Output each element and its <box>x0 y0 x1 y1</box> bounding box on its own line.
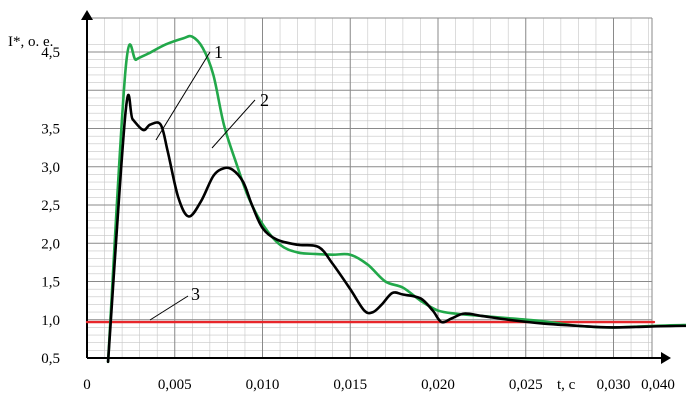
curve-label-2: 2 <box>260 90 269 110</box>
axes <box>81 10 671 364</box>
x-tick-label: 0,005 <box>158 377 192 393</box>
grid-major <box>87 17 653 358</box>
y-tick-label: 0,5 <box>41 351 60 367</box>
x-tick-label: 0,025 <box>509 377 543 393</box>
x-tick-labels: 0 0,005 0,010 0,015 0,020 0,025 0,030 0,040 <box>83 377 675 393</box>
curve-label-3: 3 <box>191 284 200 304</box>
y-tick-label: 3,0 <box>41 160 60 176</box>
curve-label-1: 1 <box>214 42 223 62</box>
series-line-2 <box>106 34 686 364</box>
series-line-1 <box>106 93 686 364</box>
x-tick-label: 0,010 <box>246 377 280 393</box>
y-axis-arrow <box>81 10 93 20</box>
leader-3 <box>149 295 189 321</box>
y-tick-label: 3,5 <box>41 122 60 138</box>
x-tick-label: 0,020 <box>421 377 455 393</box>
y-tick-label: 1,0 <box>41 313 60 329</box>
x-tick-label: 0,030 <box>597 377 631 393</box>
x-axis-arrow <box>661 352 671 364</box>
y-tick-label: 2,5 <box>41 198 60 214</box>
grid-minor <box>87 18 652 358</box>
curve-label-leaders <box>149 51 256 321</box>
y-tick-label: 1,5 <box>41 275 60 291</box>
x-axis-label: t, с <box>557 377 576 393</box>
x-tick-label: 0,040 <box>641 377 675 393</box>
x-tick-label: 0,015 <box>333 377 367 393</box>
series-layer <box>85 34 686 364</box>
x-tick-label: 0 <box>83 377 91 393</box>
y-tick-label: 2,0 <box>41 236 60 252</box>
leader-2 <box>211 99 256 149</box>
leader-1 <box>155 51 211 141</box>
y-axis-label: I*, о. е. <box>8 34 53 50</box>
y-tick-label: 4,5 <box>41 45 60 61</box>
y-tick-labels: 0,5 1,0 1,5 2,0 2,5 3,0 3,5 4,5 <box>41 45 60 367</box>
